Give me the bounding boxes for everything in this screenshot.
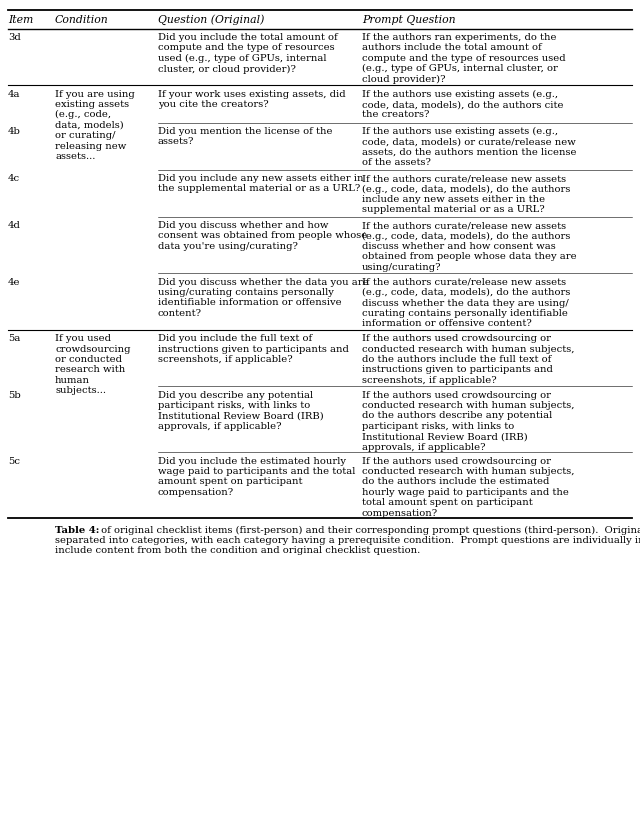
- Text: If the authors curate/release new assets
(e.g., code, data, models), do the auth: If the authors curate/release new assets…: [362, 174, 570, 214]
- Text: If the authors curate/release new assets
(e.g., code, data, models), do the auth: If the authors curate/release new assets…: [362, 221, 577, 272]
- Text: Did you discuss whether the data you are
using/curating contains personally
iden: Did you discuss whether the data you are…: [158, 278, 369, 318]
- Text: 3d: 3d: [8, 33, 20, 42]
- Text: 5b: 5b: [8, 391, 20, 400]
- Text: Did you mention the license of the
assets?: Did you mention the license of the asset…: [158, 127, 333, 146]
- Text: of original checklist items (first-person) and their corresponding prompt questi: of original checklist items (first-perso…: [98, 526, 640, 535]
- Text: 4d: 4d: [8, 221, 21, 230]
- Text: If you used
crowdsourcing
or conducted
research with
human
subjects...: If you used crowdsourcing or conducted r…: [55, 334, 131, 395]
- Text: If the authors curate/release new assets
(e.g., code, data, models), do the auth: If the authors curate/release new assets…: [362, 278, 570, 328]
- Text: separated into categories, with each category having a prerequisite condition.  : separated into categories, with each cat…: [55, 536, 640, 545]
- Text: If the authors use existing assets (e.g.,
code, data, models), do the authors ci: If the authors use existing assets (e.g.…: [362, 90, 563, 119]
- Text: If your work uses existing assets, did
you cite the creators?: If your work uses existing assets, did y…: [158, 90, 346, 109]
- Text: 4c: 4c: [8, 174, 20, 183]
- Text: Prompt Question: Prompt Question: [362, 15, 456, 25]
- Text: include content from both the condition and original checklist question.: include content from both the condition …: [55, 547, 420, 556]
- Text: Did you include the full text of
instructions given to participants and
screensh: Did you include the full text of instruc…: [158, 334, 349, 364]
- Text: Did you describe any potential
participant risks, with links to
Institutional Re: Did you describe any potential participa…: [158, 391, 324, 431]
- Text: If the authors used crowdsourcing or
conducted research with human subjects,
do : If the authors used crowdsourcing or con…: [362, 334, 575, 385]
- Text: 5c: 5c: [8, 457, 20, 466]
- Text: If the authors ran experiments, do the
authors include the total amount of
compu: If the authors ran experiments, do the a…: [362, 33, 566, 84]
- Text: Question (Original): Question (Original): [158, 15, 264, 25]
- Text: 5a: 5a: [8, 334, 20, 343]
- Text: Table 4:: Table 4:: [55, 526, 99, 535]
- Text: Did you include any new assets either in
the supplemental material or as a URL?: Did you include any new assets either in…: [158, 174, 364, 194]
- Text: Did you include the total amount of
compute and the type of resources
used (e.g.: Did you include the total amount of comp…: [158, 33, 338, 74]
- Text: 4a: 4a: [8, 90, 20, 99]
- Text: If the authors used crowdsourcing or
conducted research with human subjects,
do : If the authors used crowdsourcing or con…: [362, 391, 575, 452]
- Text: Condition: Condition: [55, 15, 109, 25]
- Text: If the authors used crowdsourcing or
conducted research with human subjects,
do : If the authors used crowdsourcing or con…: [362, 457, 575, 518]
- Text: If you are using
existing assets
(e.g., code,
data, models)
or curating/
releasi: If you are using existing assets (e.g., …: [55, 90, 135, 161]
- Text: Did you discuss whether and how
consent was obtained from people whose
data you': Did you discuss whether and how consent …: [158, 221, 367, 251]
- Text: Did you include the estimated hourly
wage paid to participants and the total
amo: Did you include the estimated hourly wag…: [158, 457, 355, 497]
- Text: If the authors use existing assets (e.g.,
code, data, models) or curate/release : If the authors use existing assets (e.g.…: [362, 127, 577, 167]
- Text: 4b: 4b: [8, 127, 21, 136]
- Text: Item: Item: [8, 15, 33, 25]
- Text: 4e: 4e: [8, 278, 20, 287]
